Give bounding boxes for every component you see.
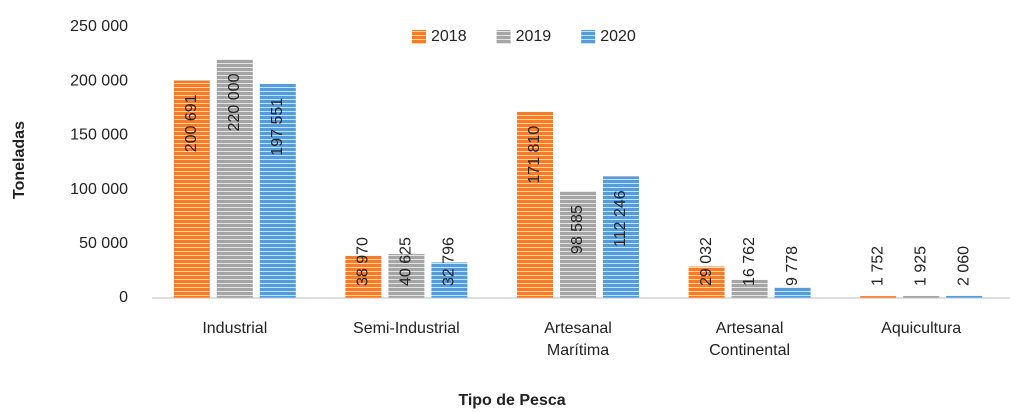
bar	[603, 176, 639, 298]
data-label: 1 752	[869, 246, 886, 286]
data-label: 1 925	[912, 246, 929, 286]
bar	[903, 295, 940, 298]
bar	[431, 262, 468, 298]
bar	[517, 111, 553, 298]
bar	[560, 191, 596, 298]
legend-label: 2020	[600, 28, 636, 45]
y-tick-label: 250 000	[70, 18, 128, 35]
bar	[946, 295, 983, 298]
legend-swatch	[412, 30, 426, 44]
y-axis-title: Toneladas	[11, 121, 28, 199]
bar	[731, 279, 768, 298]
data-label: 112 246	[612, 190, 629, 247]
data-label: 200 691	[183, 94, 200, 152]
bar	[216, 59, 253, 298]
legend-swatch	[496, 30, 511, 44]
bar	[688, 266, 725, 298]
data-label: 29 032	[698, 237, 715, 286]
legend-label: 2018	[431, 28, 467, 45]
data-label: 9 778	[784, 246, 801, 286]
data-label: 16 762	[741, 237, 758, 286]
y-tick-label: 100 000	[70, 181, 128, 198]
x-tick-label: Aquicultura	[881, 320, 962, 337]
bar	[173, 80, 210, 298]
data-label: 40 625	[398, 237, 415, 286]
bar	[388, 253, 425, 298]
y-tick-label: 50 000	[79, 235, 128, 252]
data-label: 171 810	[526, 126, 543, 184]
x-axis-title: Tipo de Pesca	[458, 392, 565, 409]
data-label: 220 000	[226, 73, 243, 131]
data-label: 197 551	[269, 98, 286, 156]
bar	[860, 296, 897, 298]
data-label: 2 060	[955, 246, 972, 286]
data-label: 98 585	[569, 205, 586, 254]
legend-label: 2019	[516, 28, 552, 45]
bar	[345, 255, 382, 298]
y-tick-label: 150 000	[70, 127, 128, 144]
y-tick-label: 0	[119, 289, 128, 306]
x-tick-label: Artesanal Marítima	[544, 320, 612, 359]
bar	[774, 287, 811, 298]
data-label: 38 970	[355, 237, 372, 286]
legend-swatch	[581, 30, 596, 44]
y-tick-label: 200 000	[70, 72, 128, 89]
x-tick-label: Industrial	[202, 320, 268, 337]
data-label: 32 796	[441, 237, 458, 286]
x-tick-label: Semi-Industrial	[353, 320, 460, 337]
x-tick-label: Artesanal Continental	[709, 320, 791, 359]
bar	[259, 83, 296, 299]
